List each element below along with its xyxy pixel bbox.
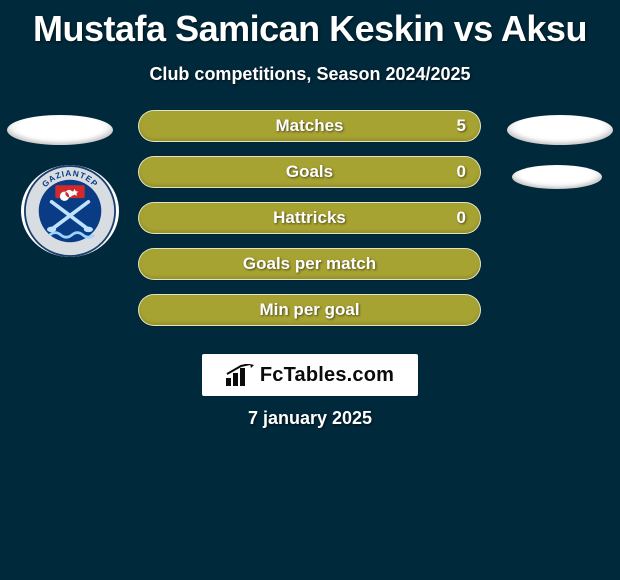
stat-row-min-per-goal: Min per goal — [138, 294, 481, 326]
club-crest-icon: GAZIANTEP — [21, 165, 119, 257]
snapshot-date: 7 january 2025 — [0, 408, 620, 429]
stat-label: Min per goal — [139, 300, 480, 320]
right-player-placeholder — [507, 115, 613, 145]
subtitle: Club competitions, Season 2024/2025 — [0, 64, 620, 85]
bars-icon — [226, 364, 254, 386]
page-title: Mustafa Samican Keskin vs Aksu — [0, 0, 620, 50]
stat-rows: Matches 5 Goals 0 Hattricks 0 Goals per … — [138, 110, 481, 340]
stat-label: Goals per match — [139, 254, 480, 274]
stat-label: Matches — [139, 116, 480, 136]
stat-label: Goals — [139, 162, 480, 182]
right-club-placeholder — [512, 165, 602, 189]
stat-row-hattricks: Hattricks 0 — [138, 202, 481, 234]
stat-row-matches: Matches 5 — [138, 110, 481, 142]
stat-value: 0 — [457, 162, 466, 182]
stat-value: 0 — [457, 208, 466, 228]
brand-badge: FcTables.com — [202, 354, 418, 396]
stat-label: Hattricks — [139, 208, 480, 228]
stat-value: 5 — [457, 116, 466, 136]
left-club-crest: GAZIANTEP — [21, 165, 119, 257]
stat-row-goals-per-match: Goals per match — [138, 248, 481, 280]
brand-text: FcTables.com — [260, 364, 394, 387]
stat-row-goals: Goals 0 — [138, 156, 481, 188]
left-player-placeholder — [7, 115, 113, 145]
